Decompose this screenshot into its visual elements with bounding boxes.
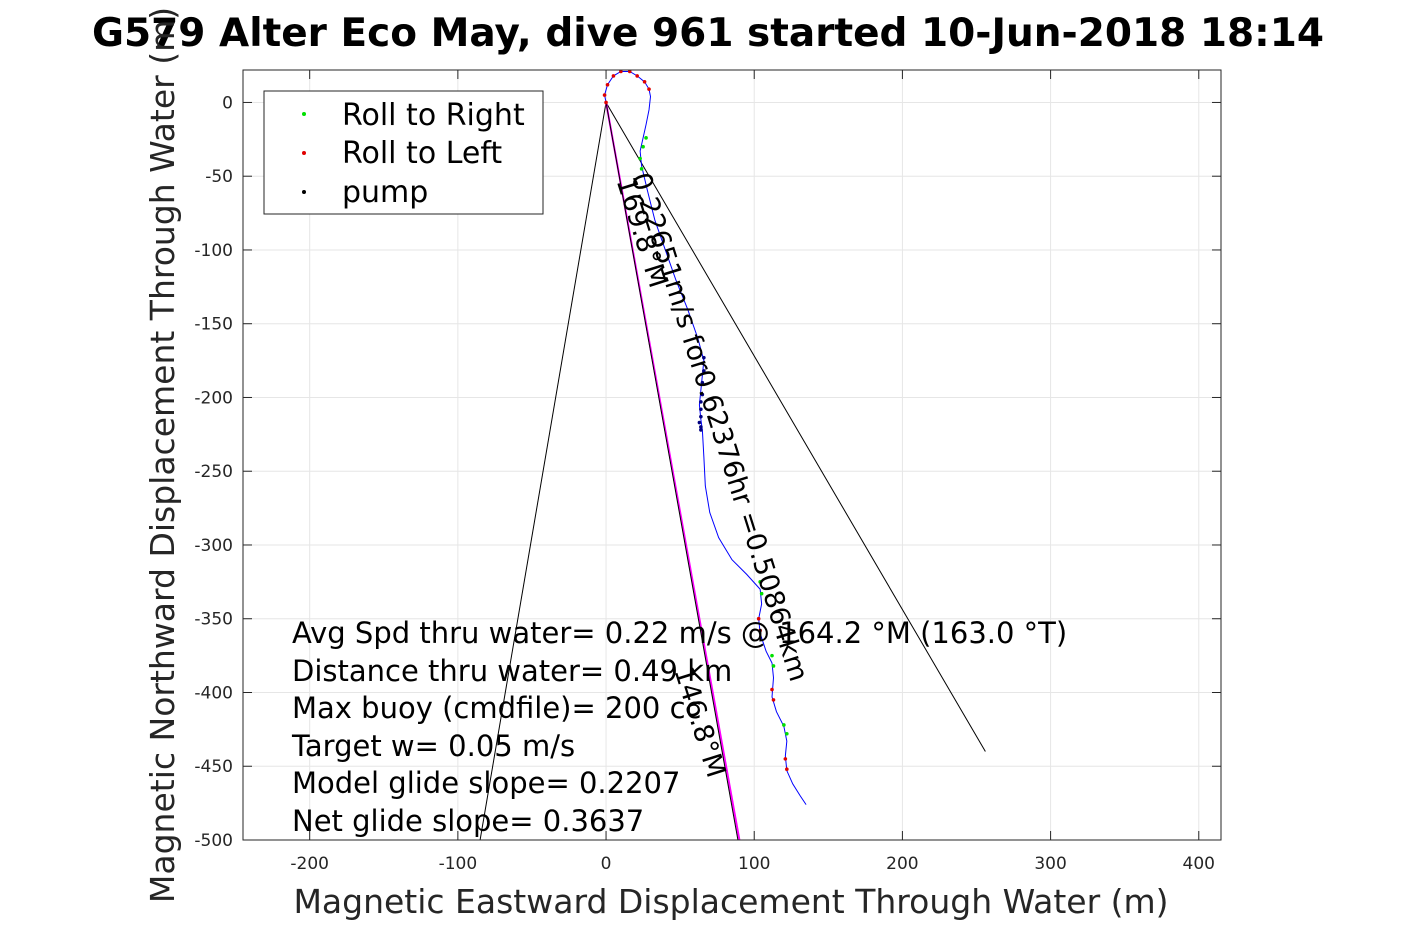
stat-avg-speed: Avg Spd thru water= 0.22 m/s @ 164.2 °M … bbox=[292, 616, 1067, 650]
roll-left-point bbox=[602, 93, 607, 97]
roll-left-point bbox=[647, 87, 651, 91]
y-tick-label: -300 bbox=[194, 536, 233, 556]
roll-left-point bbox=[756, 616, 761, 621]
axis-ticks: -200 -100 0 100 200 300 400 0 -50 -100 -150 -200 -25… bbox=[194, 70, 1221, 874]
legend-label-pump: pump bbox=[342, 175, 428, 210]
pump-point bbox=[699, 414, 703, 419]
stats-block: Avg Spd thru water= 0.22 m/s @ 164.2 °M … bbox=[291, 616, 1067, 838]
roll-right-point bbox=[758, 580, 762, 584]
roll-right-point bbox=[759, 591, 764, 596]
roll-left-point bbox=[611, 74, 616, 78]
roll-left-point bbox=[627, 70, 632, 74]
chart-title: G579 Alter Eco May, dive 961 started 10-… bbox=[92, 11, 1324, 56]
legend-label-roll-left: Roll to Left bbox=[342, 136, 502, 171]
roll-left-point bbox=[642, 80, 647, 84]
roll-right-point bbox=[770, 653, 774, 658]
reference-line-left-line bbox=[479, 102, 607, 840]
legend-label-roll-right: Roll to Right bbox=[342, 98, 525, 133]
roll-left-point bbox=[605, 82, 610, 87]
x-tick-label: 0 bbox=[601, 854, 612, 874]
stat-net-glide-slope: Net glide slope= 0.3637 bbox=[292, 804, 644, 838]
pump-point bbox=[699, 428, 703, 432]
roll-left-point bbox=[619, 70, 623, 74]
stat-target-w: Target w= 0.05 m/s bbox=[291, 729, 575, 763]
roll-left-point bbox=[783, 757, 788, 761]
y-axis-label: Magnetic Northward Displacement Through … bbox=[143, 7, 182, 903]
reference-line-avg-heading bbox=[605, 102, 986, 752]
y-tick-label: -500 bbox=[194, 831, 233, 851]
x-tick-label: 300 bbox=[1034, 854, 1066, 874]
roll-left-point bbox=[770, 687, 774, 692]
x-axis-label: Magnetic Eastward Displacement Through W… bbox=[293, 882, 1168, 921]
pump-point bbox=[700, 392, 705, 397]
roll-left-point bbox=[758, 628, 762, 633]
y-tick-label: -250 bbox=[194, 462, 233, 482]
pump-point bbox=[697, 420, 702, 425]
y-tick-label: -150 bbox=[194, 315, 233, 335]
y-tick-label: -100 bbox=[194, 241, 233, 261]
roll-left-point bbox=[604, 100, 608, 105]
roll-right-point bbox=[782, 723, 786, 727]
x-tick-label: 200 bbox=[886, 854, 918, 874]
legend-box bbox=[263, 90, 544, 215]
reference-line-course-line-overlay bbox=[605, 102, 739, 840]
x-tick-label: -200 bbox=[290, 854, 329, 874]
legend-marker-roll-left bbox=[302, 151, 306, 155]
roll-right-point bbox=[638, 156, 642, 161]
pump-point bbox=[702, 369, 706, 373]
roll-right-point bbox=[771, 664, 776, 668]
stat-model-glide-slope: Model glide slope= 0.2207 bbox=[292, 766, 680, 800]
x-tick-label: 100 bbox=[738, 854, 770, 874]
roll-right-point bbox=[785, 731, 789, 736]
pump-point bbox=[699, 425, 703, 429]
y-tick-label: -350 bbox=[194, 610, 233, 630]
stat-max-buoy: Max buoy (cmdfile)= 200 cc bbox=[292, 691, 701, 725]
legend-marker-pump bbox=[302, 190, 306, 194]
stat-distance: Distance thru water= 0.49 km bbox=[292, 654, 732, 688]
x-tick-label: -100 bbox=[439, 854, 478, 874]
x-tick-label: 400 bbox=[1183, 854, 1215, 874]
y-tick-label: -200 bbox=[194, 388, 233, 408]
roll-left-point bbox=[635, 74, 639, 78]
pump-point bbox=[702, 355, 706, 360]
roll-left-point bbox=[771, 698, 776, 702]
pump-point bbox=[700, 380, 705, 385]
plot-frame bbox=[242, 69, 1222, 841]
data-layer bbox=[479, 70, 986, 840]
pump-point bbox=[699, 400, 703, 404]
pump-point bbox=[699, 407, 703, 412]
roll-right-point bbox=[639, 167, 644, 171]
y-tick-label: -450 bbox=[194, 757, 233, 777]
legend: Roll to Right Roll to Left pump bbox=[263, 90, 544, 215]
roll-right-point bbox=[641, 144, 645, 149]
roll-left-point bbox=[785, 767, 789, 771]
y-tick-label: -50 bbox=[205, 167, 233, 187]
roll-right-point bbox=[644, 136, 648, 140]
plot-content bbox=[479, 70, 986, 840]
y-tick-label: -400 bbox=[194, 683, 233, 703]
legend-marker-roll-right bbox=[302, 112, 306, 116]
y-tick-label: 0 bbox=[222, 93, 233, 113]
